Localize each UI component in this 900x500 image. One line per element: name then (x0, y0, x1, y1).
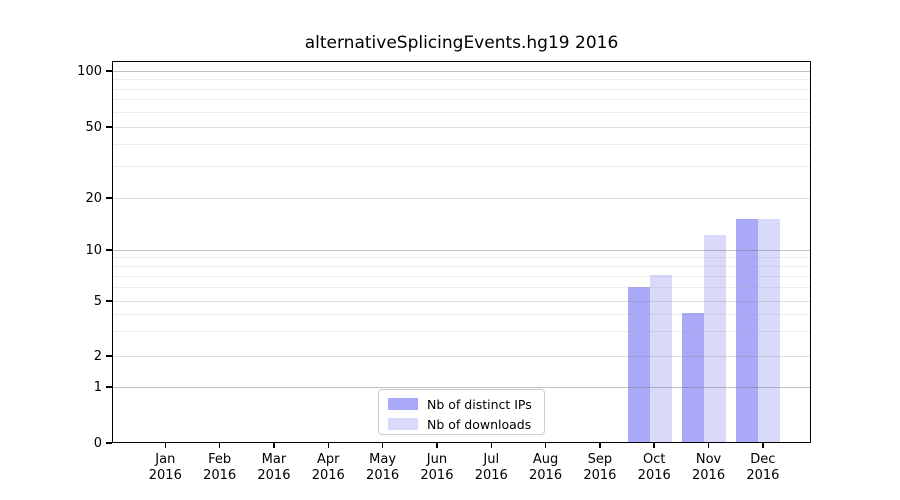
legend-label-downloads: Nb of downloads (427, 416, 532, 432)
plot-area (112, 61, 811, 443)
x-tick-mark-3 (273, 443, 275, 448)
bar-downloads-dec-2016 (758, 218, 781, 442)
x-tick-year: 2016 (420, 467, 454, 483)
x-tick-year: 2016 (366, 467, 400, 483)
x-tick-mark-1 (164, 443, 167, 448)
bar-downloads-oct-2016 (649, 275, 672, 442)
x-tick-month: Mar (261, 452, 287, 467)
bar-distinct-ips-dec-2016 (736, 218, 759, 442)
y-tick-mark-100 (106, 70, 112, 72)
x-tick-mark-12 (762, 443, 764, 448)
x-tick-mark-7 (490, 443, 492, 448)
x-tick-month: Feb (208, 452, 232, 467)
x-tick-year: 2016 (203, 467, 237, 483)
x-tick-month: Nov (695, 452, 722, 467)
x-tick-label-4: Apr 2016 (300, 452, 356, 483)
x-tick-label-12: Dec 2016 (735, 452, 791, 483)
legend-item-distinct-ips: Nb of distinct IPs (379, 394, 544, 414)
y-tick-label-2: 2 (93, 348, 102, 364)
x-tick-month: May (369, 452, 397, 467)
y-tick-mark-5 (106, 300, 112, 302)
y-tick-mark-10 (106, 249, 112, 251)
x-tick-month: Oct (642, 452, 666, 467)
legend-label-distinct-ips: Nb of distinct IPs (427, 396, 532, 412)
x-tick-label-5: May 2016 (355, 452, 411, 483)
y-tick-mark-1 (106, 386, 112, 388)
x-tick-month: Jan (155, 452, 176, 467)
bars-layer (113, 62, 810, 442)
x-tick-label-3: Mar 2016 (246, 452, 302, 483)
y-tick-label-0: 0 (93, 435, 102, 451)
x-tick-mark-4 (327, 443, 330, 448)
x-tick-month: Aug (532, 452, 559, 467)
legend-swatch-distinct-ips (388, 398, 418, 410)
x-tick-mark-5 (381, 443, 384, 448)
bar-distinct-ips-nov-2016 (682, 313, 705, 442)
y-tick-mark-0 (106, 442, 112, 444)
chart-title: alternativeSplicingEvents.hg19 2016 (304, 33, 619, 53)
x-tick-year: 2016 (474, 467, 508, 483)
legend-swatch-downloads (388, 418, 418, 430)
legend-item-downloads: Nb of downloads (379, 414, 544, 434)
x-tick-mark-10 (653, 443, 655, 448)
legend: Nb of distinct IPs Nb of downloads (378, 389, 545, 435)
y-tick-label-20: 20 (85, 190, 102, 206)
x-tick-label-8: Aug 2016 (518, 452, 574, 483)
x-tick-year: 2016 (311, 467, 345, 483)
y-tick-label-1: 1 (93, 379, 102, 395)
x-tick-year: 2016 (637, 467, 671, 483)
x-tick-month: Sep (587, 452, 613, 467)
x-tick-month: Apr (317, 452, 340, 467)
x-tick-year: 2016 (257, 467, 291, 483)
x-tick-year: 2016 (148, 467, 182, 483)
x-tick-label-10: Oct 2016 (626, 452, 682, 483)
y-tick-mark-20 (106, 197, 112, 199)
x-tick-label-11: Nov 2016 (681, 452, 737, 483)
y-tick-label-10: 10 (85, 242, 102, 258)
x-tick-mark-6 (436, 443, 438, 448)
y-tick-mark-2 (106, 355, 112, 357)
x-tick-label-1: Jan 2016 (137, 452, 193, 483)
x-tick-label-2: Feb 2016 (192, 452, 248, 483)
x-tick-mark-9 (599, 443, 601, 448)
bar-downloads-nov-2016 (704, 235, 727, 442)
y-tick-label-100: 100 (77, 63, 102, 79)
x-tick-label-7: Jul 2016 (463, 452, 519, 483)
bar-distinct-ips-oct-2016 (627, 286, 650, 442)
x-tick-year: 2016 (583, 467, 617, 483)
x-tick-month: Dec (750, 452, 776, 467)
y-tick-mark-50 (106, 126, 112, 128)
x-tick-mark-11 (707, 443, 710, 448)
x-tick-label-6: Jun 2016 (409, 452, 465, 483)
x-tick-year: 2016 (529, 467, 563, 483)
x-tick-month: Jul (483, 452, 500, 467)
x-tick-mark-2 (218, 443, 221, 448)
y-tick-label-50: 50 (85, 119, 102, 135)
x-tick-year: 2016 (746, 467, 780, 483)
x-tick-month: Jun (426, 452, 448, 467)
x-tick-label-9: Sep 2016 (572, 452, 628, 483)
x-tick-mark-8 (544, 443, 547, 448)
x-tick-year: 2016 (692, 467, 726, 483)
y-tick-label-5: 5 (93, 293, 102, 309)
